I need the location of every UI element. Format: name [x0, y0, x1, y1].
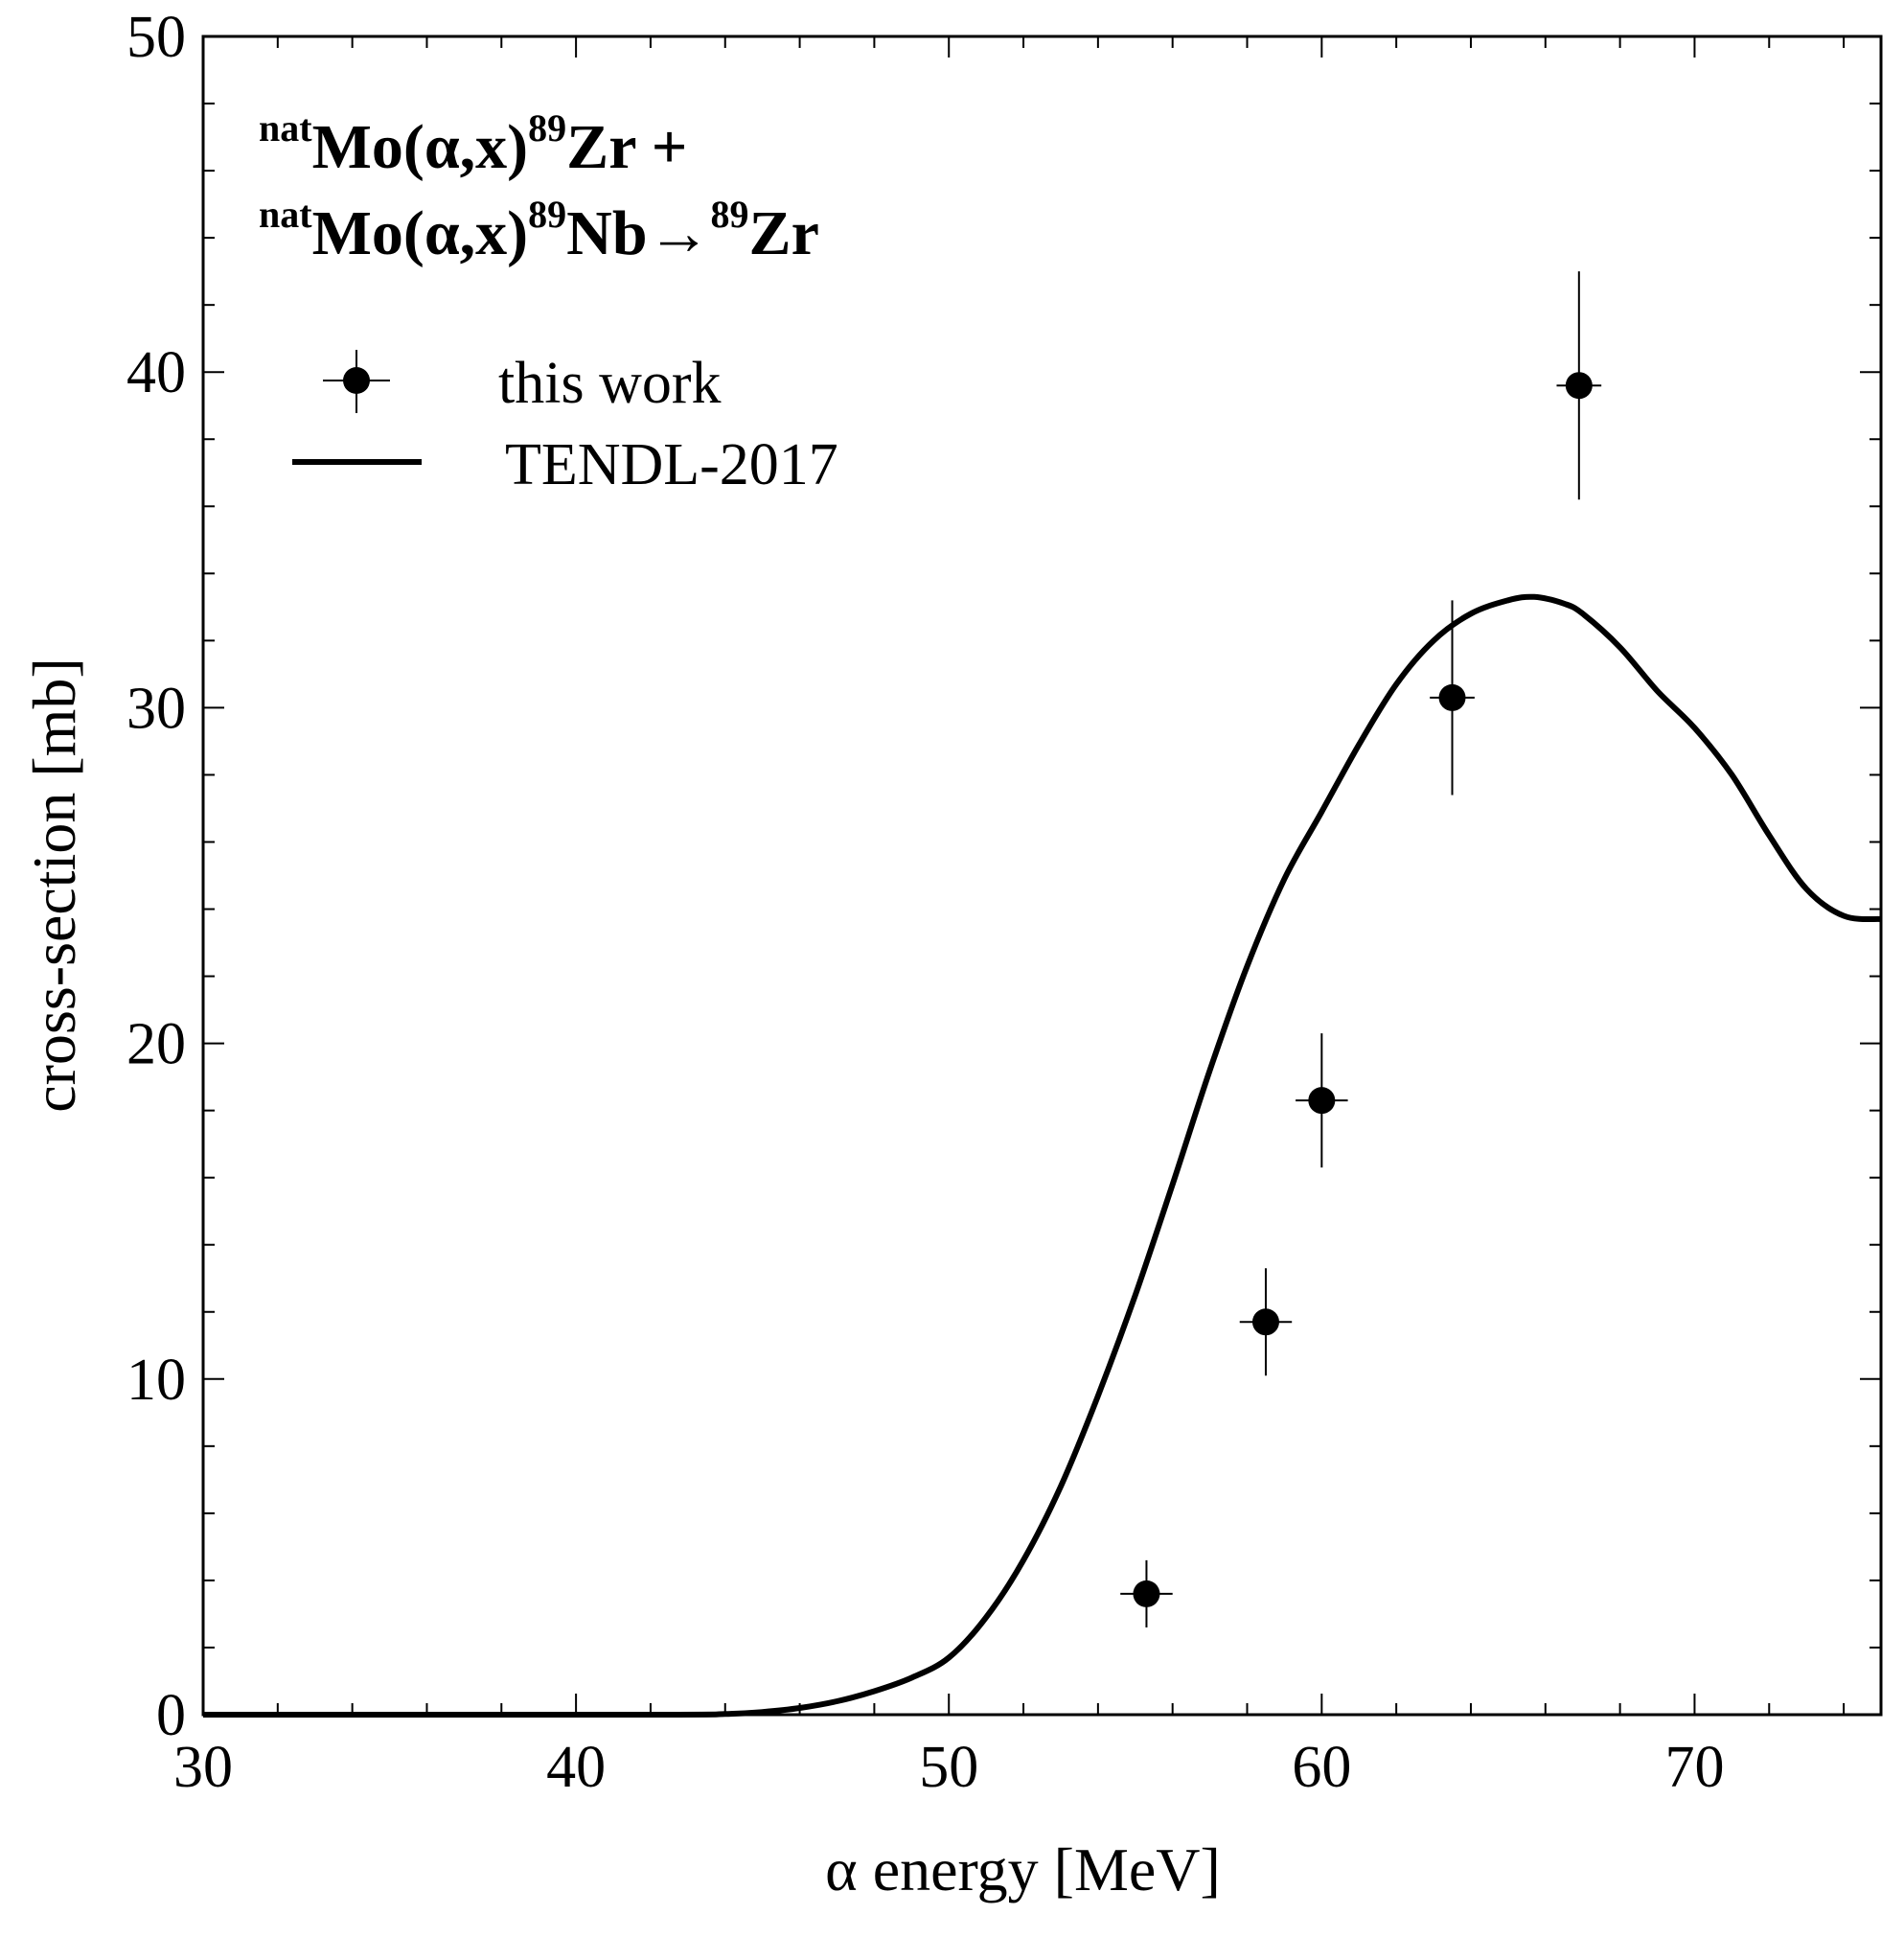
points-layer: [1120, 271, 1602, 1627]
x-tick-label: 50: [919, 1735, 978, 1800]
data-point-this-work: [1239, 1268, 1293, 1376]
data-point-this-work: [1296, 1033, 1348, 1168]
x-tick-label: 30: [173, 1735, 233, 1800]
title-line-1: natMo(α,x)89Zr +: [259, 106, 687, 182]
point-marker: [1565, 372, 1593, 400]
x-tick-label: 40: [546, 1735, 606, 1800]
legend: this work TENDL-2017: [292, 350, 838, 497]
point-marker: [1133, 1580, 1160, 1607]
y-axis-title: cross-section [mb]: [20, 658, 88, 1113]
y-tick-label: 0: [156, 1683, 186, 1748]
labels-layer: 30 40 50 60 70 0 10 20 30 40 50 α energy [MeV] cross…: [20, 5, 1724, 1903]
point-marker: [1308, 1087, 1336, 1115]
data-point-this-work: [1120, 1559, 1173, 1627]
x-tick-label: 60: [1292, 1735, 1351, 1800]
y-tick-label: 10: [126, 1348, 186, 1413]
data-point-this-work: [1430, 600, 1475, 796]
legend-marker-point: [343, 367, 370, 394]
y-tick-label: 20: [126, 1012, 186, 1077]
y-tick-label: 30: [126, 676, 186, 741]
series-line-tendl-2017: [202, 593, 1882, 1719]
point-marker: [1438, 683, 1466, 711]
point-marker: [1251, 1308, 1279, 1336]
legend-label-this-work: this work: [498, 351, 722, 416]
x-tick-label: 70: [1664, 1735, 1724, 1800]
y-tick-label: 50: [126, 5, 186, 70]
legend-label-tendl: TENDL-2017: [505, 432, 838, 497]
title-line-2: natMo(α,x)89Nb→89Zr: [259, 193, 819, 268]
ticks-layer: [202, 35, 1881, 1716]
x-axis-title: α energy [MeV]: [825, 1835, 1221, 1903]
data-point-this-work: [1556, 271, 1602, 500]
y-tick-label: 40: [126, 340, 186, 405]
curve-layer: [202, 593, 1882, 1719]
plot-frame: [201, 35, 1883, 1717]
